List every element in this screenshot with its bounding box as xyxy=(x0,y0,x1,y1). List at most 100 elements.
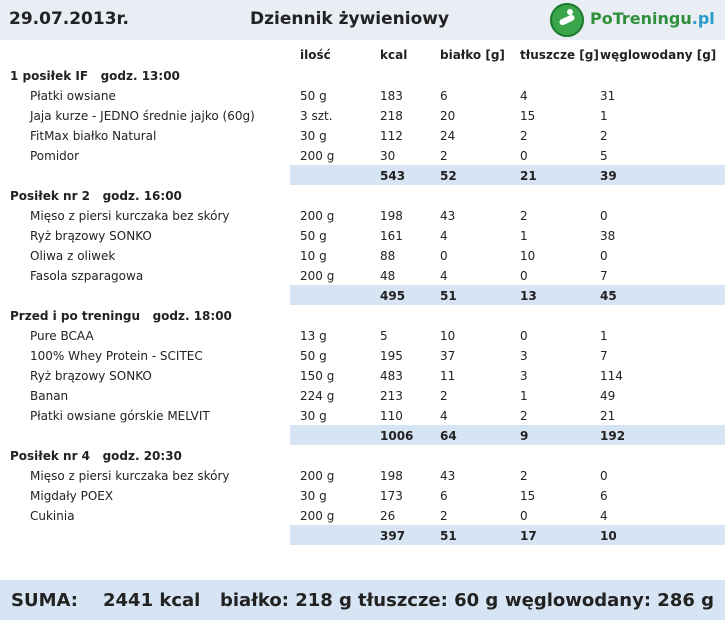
food-qty: 3 szt. xyxy=(300,109,333,123)
meal-total-protein: 64 xyxy=(440,429,457,443)
column-header-qty: ilość xyxy=(300,48,331,62)
food-qty: 30 g xyxy=(300,129,327,143)
food-kcal: 183 xyxy=(380,89,403,103)
column-header-carbs: węglowodany [g] xyxy=(600,48,717,62)
food-kcal: 173 xyxy=(380,489,403,503)
food-name: Fasola szparagowa xyxy=(30,269,144,283)
food-fat: 1 xyxy=(520,229,528,243)
meal-total-protein: 51 xyxy=(440,529,457,543)
meal-total-carbs: 10 xyxy=(600,529,617,543)
food-protein: 43 xyxy=(440,469,456,483)
food-fat: 0 xyxy=(520,149,528,163)
food-carbs: 5 xyxy=(600,149,608,163)
food-kcal: 218 xyxy=(380,109,403,123)
meal-total-fat: 9 xyxy=(520,429,529,443)
meal-heading: 1 posiłek IF godz. 13:00 xyxy=(10,69,180,83)
food-carbs: 7 xyxy=(600,269,608,283)
column-header-fat: tłuszcze [g] xyxy=(520,48,599,62)
food-protein: 2 xyxy=(440,149,448,163)
food-fat: 10 xyxy=(520,249,536,263)
food-name: Mięso z piersi kurczaka bez skóry xyxy=(30,469,230,483)
food-kcal: 198 xyxy=(380,469,403,483)
food-fat: 2 xyxy=(520,209,528,223)
meal-total-row xyxy=(290,525,725,545)
food-fat: 0 xyxy=(520,269,528,283)
food-qty: 150 g xyxy=(300,369,335,383)
food-fat: 4 xyxy=(520,89,528,103)
food-name: FitMax białko Natural xyxy=(30,129,157,143)
food-kcal: 110 xyxy=(380,409,403,423)
column-header-kcal: kcal xyxy=(380,48,408,62)
meal-heading: Posiłek nr 2 godz. 16:00 xyxy=(10,189,182,203)
meal-total-protein: 52 xyxy=(440,169,457,183)
food-name: Oliwa z oliwek xyxy=(30,249,116,263)
food-kcal: 483 xyxy=(380,369,403,383)
food-carbs: 0 xyxy=(600,469,608,483)
food-qty: 200 g xyxy=(300,209,335,223)
meal-total-row xyxy=(290,165,725,185)
food-protein: 6 xyxy=(440,489,448,503)
food-fat: 2 xyxy=(520,409,528,423)
food-kcal: 213 xyxy=(380,389,403,403)
column-header-protein: białko [g] xyxy=(440,48,505,62)
food-kcal: 112 xyxy=(380,129,403,143)
food-qty: 13 g xyxy=(300,329,327,343)
food-carbs: 2 xyxy=(600,129,608,143)
meal-total-kcal: 495 xyxy=(380,289,406,303)
runner-icon xyxy=(550,3,584,37)
meal-total-row xyxy=(290,285,725,305)
meal-total-fat: 13 xyxy=(520,289,537,303)
food-protein: 11 xyxy=(440,369,456,383)
diary-date: 29.07.2013r. xyxy=(9,9,129,29)
daily-summary: SUMA: 2441 kcal białko: 218 g tłuszcze: … xyxy=(0,580,725,620)
food-fat: 15 xyxy=(520,489,536,503)
meal-total-kcal: 397 xyxy=(380,529,406,543)
food-carbs: 31 xyxy=(600,89,616,103)
food-carbs: 7 xyxy=(600,349,608,363)
meal-total-row xyxy=(290,425,725,445)
food-carbs: 4 xyxy=(600,509,608,523)
food-fat: 3 xyxy=(520,369,528,383)
food-carbs: 6 xyxy=(600,489,608,503)
food-carbs: 21 xyxy=(600,409,616,423)
food-kcal: 161 xyxy=(380,229,403,243)
food-fat: 1 xyxy=(520,389,528,403)
food-protein: 2 xyxy=(440,509,448,523)
food-qty: 50 g xyxy=(300,89,327,103)
meal-total-carbs: 45 xyxy=(600,289,617,303)
food-kcal: 48 xyxy=(380,269,396,283)
meal-total-carbs: 192 xyxy=(600,429,626,443)
food-fat: 2 xyxy=(520,469,528,483)
food-name: Płatki owsiane górskie MELVIT xyxy=(30,409,210,423)
page-title: Dziennik żywieniowy xyxy=(250,9,450,29)
food-name: Pure BCAA xyxy=(30,329,94,343)
food-kcal: 198 xyxy=(380,209,403,223)
food-carbs: 49 xyxy=(600,389,616,403)
food-carbs: 38 xyxy=(600,229,616,243)
food-fat: 2 xyxy=(520,129,528,143)
food-name: Pomidor xyxy=(30,149,80,163)
meal-total-fat: 17 xyxy=(520,529,537,543)
food-qty: 200 g xyxy=(300,509,335,523)
food-name: Cukinia xyxy=(30,509,75,523)
meal-total-carbs: 39 xyxy=(600,169,617,183)
food-fat: 0 xyxy=(520,509,528,523)
food-kcal: 5 xyxy=(380,329,388,343)
food-protein: 4 xyxy=(440,229,448,243)
food-name: Mięso z piersi kurczaka bez skóry xyxy=(30,209,230,223)
food-qty: 50 g xyxy=(300,349,327,363)
food-carbs: 114 xyxy=(600,369,623,383)
food-qty: 30 g xyxy=(300,409,327,423)
potreningu-logo[interactable]: PoTreningu.pl xyxy=(550,3,720,37)
food-protein: 0 xyxy=(440,249,448,263)
food-protein: 10 xyxy=(440,329,456,343)
food-fat: 0 xyxy=(520,329,528,343)
summary-kcal: 2441 kcal xyxy=(103,590,201,611)
food-name: 100% Whey Protein - SCITEC xyxy=(30,349,203,363)
food-qty: 50 g xyxy=(300,229,327,243)
summary-label: SUMA: xyxy=(11,590,78,611)
food-kcal: 26 xyxy=(380,509,396,523)
food-protein: 4 xyxy=(440,269,448,283)
food-protein: 4 xyxy=(440,409,448,423)
summary-fat: tłuszcze: 60 g xyxy=(358,590,499,611)
